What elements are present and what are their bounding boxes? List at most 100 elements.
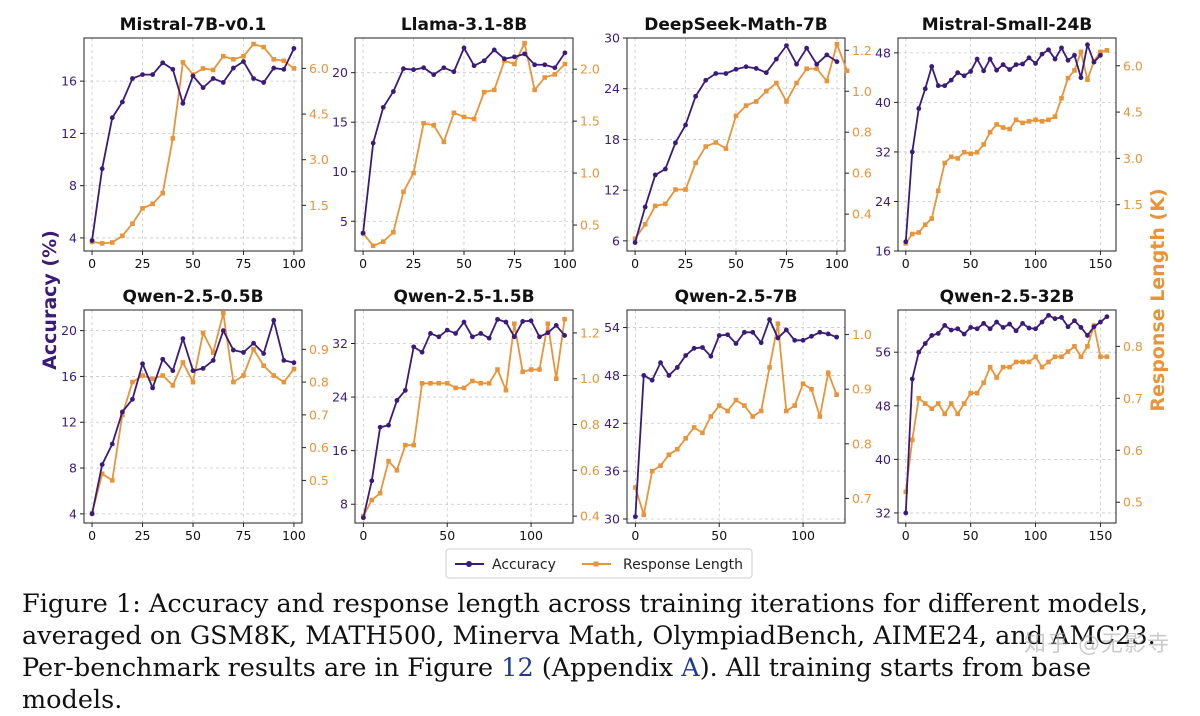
accuracy-point bbox=[632, 240, 638, 245]
response-length-point bbox=[683, 187, 688, 192]
response-length-point bbox=[817, 414, 823, 419]
accuracy-point bbox=[261, 351, 267, 356]
accuracy-point bbox=[767, 317, 772, 322]
y-left-tick-label: 16 bbox=[332, 443, 348, 458]
response-length-line bbox=[634, 41, 848, 240]
y-left-axis-label: Accuracy (%) bbox=[39, 230, 61, 370]
accuracy-point bbox=[380, 104, 386, 110]
chart-panel-7: Qwen-2.5-7B 0 50 100 30 36 42 48 54 0.7 0.8 0.9 1.0 bbox=[604, 287, 872, 543]
accuracy-point bbox=[512, 54, 517, 60]
response-length-point bbox=[809, 386, 814, 392]
response-length-point bbox=[461, 385, 467, 391]
accuracy-point bbox=[825, 331, 831, 337]
accuracy-point bbox=[1013, 328, 1019, 334]
response-length-point bbox=[251, 347, 256, 352]
accuracy-point bbox=[794, 61, 799, 67]
figure-chart-grid: Accuracy (%) Response Length (K) Mistral… bbox=[39, 15, 1169, 579]
accuracy-point bbox=[251, 76, 256, 81]
y-left-tick-label: 48 bbox=[875, 45, 891, 60]
accuracy-point bbox=[190, 368, 196, 374]
response-length-point bbox=[794, 80, 799, 86]
accuracy-point bbox=[360, 230, 366, 236]
accuracy-point bbox=[666, 373, 672, 378]
x-tick-label: 75 bbox=[507, 256, 523, 271]
accuracy-point bbox=[783, 327, 789, 333]
y-left-tick-label: 30 bbox=[604, 512, 620, 527]
y-right-tick-label: 3.0 bbox=[1123, 151, 1143, 166]
response-length-point bbox=[441, 139, 447, 145]
accuracy-point bbox=[545, 330, 551, 336]
response-length-point bbox=[948, 154, 954, 160]
accuracy-point bbox=[763, 70, 769, 76]
response-length-point bbox=[824, 78, 830, 84]
response-length-point bbox=[401, 189, 406, 195]
accuracy-point bbox=[1072, 52, 1077, 58]
response-length-point bbox=[461, 114, 467, 120]
y-left-tick-label: 15 bbox=[332, 115, 348, 130]
chart-panel-3: DeepSeek-Math-7B 0 25 50 75 100 6 12 18 24 30 0.4 0.… bbox=[604, 15, 872, 271]
response-length-point bbox=[935, 401, 941, 406]
x-tick-label: 75 bbox=[779, 256, 795, 271]
accuracy-point bbox=[160, 356, 166, 362]
response-length-point bbox=[170, 383, 176, 388]
response-length-point bbox=[725, 408, 730, 414]
accuracy-point bbox=[909, 376, 915, 382]
y-left-tick-label: 20 bbox=[61, 323, 77, 338]
accuracy-point bbox=[421, 65, 427, 71]
accuracy-point bbox=[436, 334, 442, 340]
response-length-point bbox=[160, 373, 166, 378]
x-tick-label: 50 bbox=[439, 528, 455, 543]
response-length-point bbox=[909, 231, 915, 237]
accuracy-point bbox=[170, 368, 176, 374]
accuracy-point bbox=[1072, 318, 1077, 324]
response-length-point bbox=[210, 67, 216, 73]
response-length-point bbox=[974, 149, 980, 155]
response-length-point bbox=[386, 458, 391, 464]
chart-title: Qwen-2.5-1.5B bbox=[393, 287, 534, 307]
x-tick-label: 0 bbox=[359, 528, 367, 543]
y-right-tick-label: 0.9 bbox=[852, 382, 872, 397]
response-length-point bbox=[642, 222, 648, 227]
accuracy-point bbox=[451, 69, 457, 75]
response-length-point bbox=[291, 366, 297, 372]
response-length-point bbox=[486, 380, 492, 386]
chart-panel-1: Mistral-7B-v0.1 0 25 50 75 100 4 8 12 16 1.5 3.0 4.5… bbox=[61, 15, 329, 271]
figure-ref-link[interactable]: 12 bbox=[501, 653, 534, 683]
response-length-point bbox=[743, 103, 749, 108]
accuracy-point bbox=[291, 46, 297, 51]
appendix-ref-link[interactable]: A bbox=[681, 653, 700, 683]
accuracy-point bbox=[461, 319, 467, 325]
y-right-tick-label: 0.6 bbox=[1123, 443, 1143, 458]
y-left-tick-label: 10 bbox=[332, 164, 348, 179]
accuracy-point bbox=[251, 340, 256, 346]
response-length-point bbox=[834, 392, 839, 397]
accuracy-point bbox=[955, 326, 961, 332]
x-tick-label: 0 bbox=[359, 256, 367, 271]
y-right-tick-label: 0.9 bbox=[309, 342, 329, 357]
accuracy-point bbox=[377, 424, 383, 430]
response-length-point bbox=[673, 187, 678, 192]
accuracy-point bbox=[948, 327, 954, 333]
accuracy-point bbox=[987, 56, 993, 62]
accuracy-point bbox=[1007, 321, 1012, 327]
response-length-point bbox=[1085, 77, 1090, 82]
chart-title: Qwen-2.5-0.5B bbox=[122, 287, 263, 307]
response-length-point bbox=[804, 66, 809, 72]
x-tick-label: 50 bbox=[185, 256, 201, 271]
response-length-point bbox=[150, 376, 155, 382]
chart-title: Qwen-2.5-32B bbox=[940, 287, 1075, 307]
y-right-tick-label: 1.0 bbox=[580, 166, 600, 181]
accuracy-point bbox=[109, 441, 115, 447]
accuracy-point bbox=[241, 349, 246, 355]
response-length-point bbox=[994, 122, 999, 127]
accuracy-point bbox=[271, 317, 277, 323]
accuracy-point bbox=[200, 366, 206, 371]
response-length-point bbox=[658, 463, 663, 468]
response-length-point bbox=[271, 57, 277, 62]
y-left-tick-label: 4 bbox=[69, 230, 77, 245]
accuracy-point bbox=[662, 166, 668, 172]
accuracy-point bbox=[552, 65, 558, 71]
y-right-tick-label: 1.2 bbox=[852, 43, 872, 58]
response-length-point bbox=[700, 430, 705, 436]
x-tick-label: 50 bbox=[963, 528, 979, 543]
